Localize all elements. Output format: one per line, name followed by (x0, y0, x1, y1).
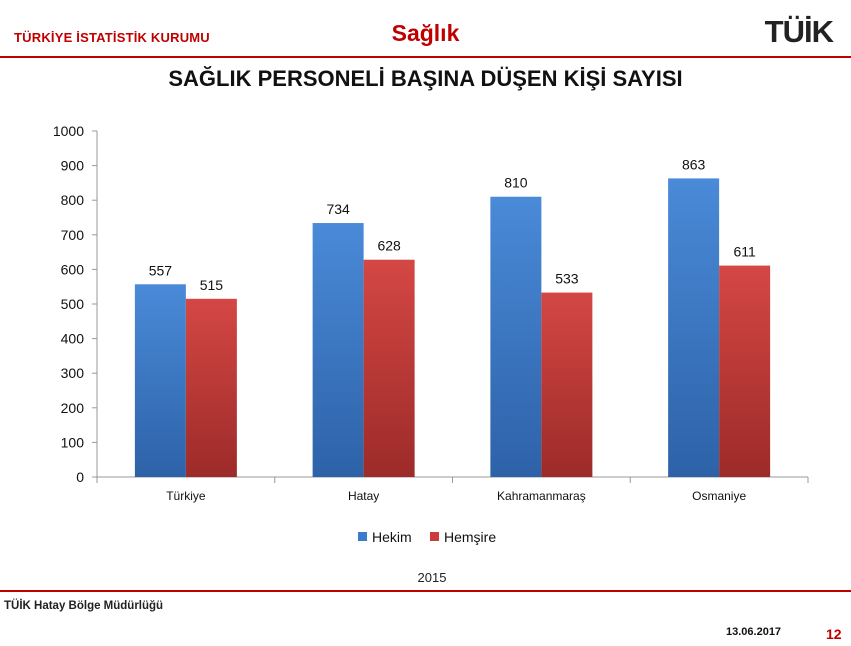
legend-swatch (430, 532, 439, 541)
footer-office: TÜİK Hatay Bölge Müdürlüğü (4, 600, 164, 612)
y-tick-label: 800 (61, 192, 85, 208)
tuik-logo: TÜİK (764, 14, 834, 49)
x-tick-label: Kahramanmaraş (497, 489, 586, 503)
bar-hemşire (719, 265, 771, 477)
bar-hemşire (363, 259, 415, 477)
y-tick-label: 0 (76, 469, 84, 485)
data-label: 557 (149, 262, 173, 278)
footer-divider (0, 590, 851, 592)
bar-chart: 0 100 200 300 400 500 600 700 800 900 1000 Türkiye… (53, 123, 809, 585)
org-name: TÜRKİYE İSTATİSTİK KURUMU (14, 30, 210, 45)
data-label: 515 (200, 277, 224, 293)
header-divider (0, 56, 851, 58)
legend-label: Hemşire (444, 529, 496, 545)
chart-legend: Hekim Hemşire (358, 529, 496, 545)
chart-title: SAĞLIK PERSONELİ BAŞINA DÜŞEN KİŞİ SAYIS… (168, 66, 683, 91)
y-tick-label: 900 (61, 158, 85, 174)
y-tick-label: 600 (61, 261, 85, 277)
bar-hemşire (185, 298, 237, 477)
y-tick-label: 1000 (53, 123, 84, 139)
section-title: Sağlık (391, 20, 460, 46)
bar-hekim (134, 284, 186, 477)
y-tick-label: 300 (61, 365, 85, 381)
chart-bars (134, 178, 771, 478)
legend-swatch (358, 532, 367, 541)
y-tick-label: 100 (61, 434, 85, 450)
page-number: 12 (826, 626, 842, 642)
data-label: 810 (504, 175, 528, 191)
bar-hemşire (541, 292, 593, 477)
data-label: 734 (326, 201, 350, 217)
data-label: 611 (733, 244, 756, 260)
y-tick-label: 200 (61, 400, 85, 416)
data-label: 628 (377, 238, 401, 254)
x-tick-label: Hatay (348, 489, 379, 503)
x-tick-label: Osmaniye (692, 489, 746, 503)
bar-hekim (668, 178, 720, 478)
chart-labels: Türkiye 557 515 Hatay 734 628 Kahramanmaraş 810… (149, 156, 756, 503)
data-label: 863 (682, 156, 706, 172)
legend-label: Hekim (372, 529, 412, 545)
footer-date: 13.06.2017 (726, 626, 782, 638)
data-label: 533 (555, 271, 579, 287)
bar-hekim (312, 223, 364, 477)
y-tick-label: 400 (61, 331, 85, 347)
y-tick-label: 700 (61, 227, 85, 243)
x-axis-label: 2015 (418, 570, 447, 585)
bar-hekim (490, 196, 542, 478)
x-tick-label: Türkiye (166, 489, 206, 503)
y-tick-label: 500 (61, 296, 85, 312)
